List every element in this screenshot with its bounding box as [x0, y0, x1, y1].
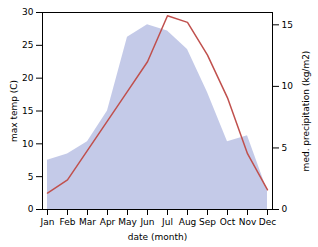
svg-text:5: 5: [282, 143, 288, 153]
svg-text:15: 15: [22, 106, 33, 116]
svg-text:Jun: Jun: [139, 217, 154, 227]
svg-text:Sep: Sep: [199, 217, 216, 227]
svg-text:Aug: Aug: [179, 217, 197, 227]
svg-text:Jan: Jan: [40, 217, 55, 227]
svg-text:max temp (C): max temp (C): [9, 80, 19, 142]
svg-text:15: 15: [282, 20, 293, 30]
svg-text:20: 20: [22, 73, 34, 83]
svg-text:10: 10: [22, 139, 34, 149]
svg-text:Feb: Feb: [60, 217, 76, 227]
svg-text:Mar: Mar: [79, 217, 96, 227]
svg-text:May: May: [118, 217, 137, 227]
svg-text:30: 30: [22, 7, 34, 17]
svg-text:Jul: Jul: [161, 217, 173, 227]
svg-text:Oct: Oct: [220, 217, 236, 227]
svg-text:0: 0: [28, 204, 34, 214]
svg-text:0: 0: [282, 204, 288, 214]
svg-text:Dec: Dec: [259, 217, 276, 227]
svg-text:Apr: Apr: [100, 217, 116, 227]
svg-text:date (month): date (month): [128, 232, 187, 242]
svg-text:10: 10: [282, 81, 294, 91]
svg-text:5: 5: [28, 172, 34, 182]
svg-text:Nov: Nov: [239, 217, 257, 227]
svg-text:med. precipitation (kg/m2): med. precipitation (kg/m2): [301, 51, 311, 172]
svg-text:25: 25: [22, 40, 33, 50]
